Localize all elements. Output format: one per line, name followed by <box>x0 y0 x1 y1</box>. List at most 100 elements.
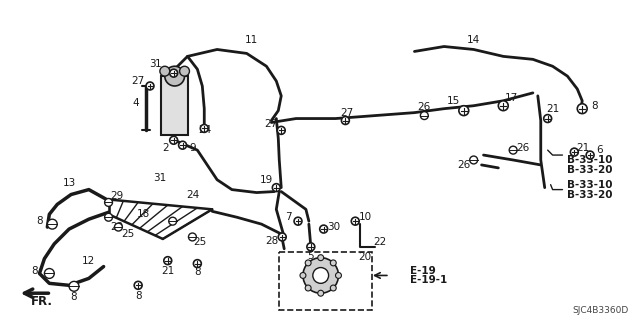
Circle shape <box>164 66 184 86</box>
Circle shape <box>169 217 177 225</box>
Text: 5: 5 <box>308 251 314 261</box>
Text: 8: 8 <box>31 265 38 276</box>
Text: 26: 26 <box>457 160 470 170</box>
Circle shape <box>330 260 336 266</box>
Circle shape <box>115 223 122 231</box>
Text: 8: 8 <box>592 101 598 111</box>
Circle shape <box>294 217 302 225</box>
Text: 24: 24 <box>186 189 199 199</box>
Circle shape <box>180 66 189 76</box>
Text: 13: 13 <box>63 178 76 188</box>
Circle shape <box>305 260 311 266</box>
Circle shape <box>570 148 579 156</box>
Circle shape <box>313 268 328 283</box>
Circle shape <box>69 281 79 291</box>
Text: 4: 4 <box>133 98 140 108</box>
Circle shape <box>179 141 186 149</box>
Circle shape <box>459 106 468 115</box>
Text: 24: 24 <box>198 125 212 135</box>
Text: 8: 8 <box>36 216 43 226</box>
Circle shape <box>335 272 341 278</box>
Circle shape <box>273 184 280 192</box>
Circle shape <box>320 225 328 233</box>
Circle shape <box>134 281 142 289</box>
Text: 15: 15 <box>447 96 461 106</box>
Circle shape <box>305 285 311 291</box>
Circle shape <box>577 104 587 114</box>
Circle shape <box>499 101 508 111</box>
Text: 6: 6 <box>596 145 604 155</box>
Circle shape <box>586 151 594 159</box>
Circle shape <box>170 69 178 77</box>
Circle shape <box>317 255 324 261</box>
Text: 27: 27 <box>340 108 354 118</box>
Circle shape <box>277 126 285 134</box>
Text: 25: 25 <box>194 237 207 247</box>
Circle shape <box>307 243 315 251</box>
Text: 21: 21 <box>546 104 559 114</box>
Text: 17: 17 <box>504 93 518 103</box>
Circle shape <box>160 66 170 76</box>
Text: B-33-20: B-33-20 <box>568 165 613 175</box>
Circle shape <box>509 146 517 154</box>
Circle shape <box>188 233 196 241</box>
Text: 8: 8 <box>135 291 141 301</box>
Text: 1: 1 <box>155 59 161 69</box>
Circle shape <box>44 269 54 278</box>
Text: SJC4B3360D: SJC4B3360D <box>572 307 628 315</box>
Circle shape <box>341 116 349 124</box>
Circle shape <box>104 198 113 206</box>
Text: 19: 19 <box>260 175 273 185</box>
Text: 27: 27 <box>132 76 145 86</box>
Circle shape <box>170 136 178 144</box>
Text: 8: 8 <box>194 268 201 278</box>
Text: 8: 8 <box>70 292 77 302</box>
Text: 10: 10 <box>358 212 372 222</box>
Circle shape <box>303 258 339 293</box>
Text: 22: 22 <box>373 237 387 247</box>
Text: 12: 12 <box>82 256 95 266</box>
Text: 7: 7 <box>285 212 291 222</box>
Circle shape <box>544 115 552 122</box>
Text: 21: 21 <box>577 143 590 153</box>
Text: 11: 11 <box>245 34 259 45</box>
Text: 9: 9 <box>189 143 196 153</box>
Text: 29: 29 <box>110 190 123 201</box>
Circle shape <box>278 233 286 241</box>
Bar <box>161 76 188 135</box>
Text: E-19-1: E-19-1 <box>410 275 447 286</box>
Circle shape <box>104 213 113 221</box>
Text: 29: 29 <box>110 222 123 232</box>
Circle shape <box>47 219 57 229</box>
Text: 14: 14 <box>467 34 480 45</box>
Text: 27: 27 <box>265 120 278 130</box>
Text: E-19: E-19 <box>410 265 435 276</box>
Text: 28: 28 <box>266 236 279 246</box>
Circle shape <box>470 156 477 164</box>
Text: B-33-20: B-33-20 <box>568 189 613 199</box>
Text: 18: 18 <box>136 209 150 219</box>
Circle shape <box>300 272 306 278</box>
Circle shape <box>351 217 359 225</box>
Circle shape <box>420 112 428 120</box>
Text: 26: 26 <box>516 143 530 153</box>
FancyBboxPatch shape <box>279 252 372 310</box>
Text: 26: 26 <box>418 102 431 112</box>
Text: 3: 3 <box>150 59 156 69</box>
Text: 21: 21 <box>161 265 174 276</box>
Text: B-33-10: B-33-10 <box>568 155 613 165</box>
Text: FR.: FR. <box>31 295 52 308</box>
Circle shape <box>146 82 154 90</box>
Text: 2: 2 <box>163 143 169 153</box>
Text: B-33-10: B-33-10 <box>568 180 613 190</box>
Text: 23: 23 <box>304 252 317 262</box>
Text: 30: 30 <box>327 222 340 232</box>
Circle shape <box>164 257 172 264</box>
Circle shape <box>200 124 208 132</box>
Text: 31: 31 <box>153 173 166 183</box>
Text: 25: 25 <box>122 229 135 239</box>
Circle shape <box>330 285 336 291</box>
Text: 20: 20 <box>358 252 372 262</box>
Circle shape <box>317 290 324 296</box>
Circle shape <box>193 260 202 268</box>
